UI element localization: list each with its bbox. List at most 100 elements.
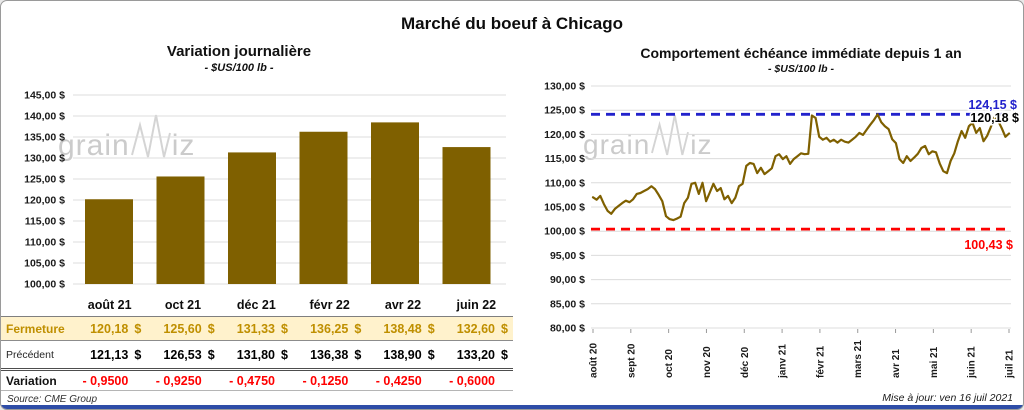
- table-col-header: juin 22: [456, 297, 497, 312]
- table-cell: - 0,1250: [293, 374, 366, 388]
- x-tick-label: mai 21: [929, 346, 940, 378]
- cell-unit: $: [501, 321, 508, 336]
- y-tick-label: 110,00 $: [545, 177, 585, 189]
- table-col-header: avr 22: [384, 297, 422, 312]
- table-cell: 125,60 $: [146, 322, 219, 336]
- bar-chart: 145,00 $ 140,00 $ 135,00 $ 130,00 $ 125,00 $…: [24, 90, 506, 291]
- table-cell: 136,38 $: [293, 348, 366, 362]
- cell-value: 126,53: [163, 347, 202, 362]
- last-value-label: 120,18 $: [970, 111, 1019, 125]
- row-label: Fermeture: [6, 321, 65, 336]
- bar: [85, 199, 133, 284]
- x-tick-label: mars 21: [853, 340, 864, 378]
- cell-value: 121,13: [90, 347, 129, 362]
- y-tick-label: 140,00 $: [24, 111, 65, 123]
- table-row: Variation - 0,9500 - 0,9250 - 0,4750 - 0,125…: [1, 368, 513, 391]
- table-cell: 121,13 $: [73, 348, 146, 362]
- cell-unit: $: [354, 321, 362, 336]
- line-chart-title: Comportement échéance immédiate depuis 1…: [640, 45, 962, 61]
- x-tick-label: juin 21: [967, 346, 978, 379]
- y-tick-label: 110,00 $: [25, 237, 65, 249]
- price-table: août 21 oct 21 déc 21 févr 22 avr 22 juin 22 F…: [1, 293, 513, 391]
- bar-chart-subtitle: - $US/100 lb -: [204, 62, 274, 74]
- table-row: Fermeture 120,18 $125,60 $131,33 $ 136,25 $138…: [1, 316, 513, 341]
- cell-unit: $: [134, 321, 142, 336]
- cell-unit: $: [281, 321, 288, 336]
- table-col-header: août 21: [87, 297, 132, 312]
- cell-unit: $: [501, 347, 508, 362]
- cell-value: 120,18: [90, 321, 129, 336]
- cell-value: 133,20: [456, 347, 495, 362]
- y-tick-label: 145,00 $: [24, 90, 65, 102]
- x-tick-label: avr 21: [891, 349, 902, 378]
- table-cell: 136,25 $: [293, 322, 366, 336]
- low-value-label: 100,43 $: [964, 238, 1013, 252]
- y-tick-label: 85,00 $: [550, 298, 585, 310]
- cell-value: 136,25: [310, 321, 349, 336]
- cell-value: - 0,9500: [82, 373, 129, 388]
- bar: [228, 152, 276, 284]
- y-tick-label: 120,00 $: [544, 129, 585, 141]
- bar: [156, 176, 205, 284]
- cell-value: 138,48: [383, 321, 422, 336]
- table-cell: 133,20 $: [440, 348, 513, 362]
- table-col-header: févr 22: [309, 297, 350, 312]
- cell-value: - 0,1250: [302, 373, 349, 388]
- x-tick-label: nov 20: [702, 346, 713, 378]
- table-col-header: déc 21: [236, 297, 276, 312]
- y-tick-label: 100,00 $: [24, 279, 65, 291]
- table-cell: - 0,6000: [440, 374, 513, 388]
- y-tick-label: 130,00 $: [24, 153, 65, 165]
- line-chart: 130,00 $ 125,00 $ 120,00 $ 115,00 $ 110,00 $…: [544, 81, 1020, 380]
- cell-value: - 0,4250: [375, 373, 422, 388]
- cell-value: 136,38: [310, 347, 349, 362]
- table-col-header: oct 21: [164, 297, 202, 312]
- cell-value: - 0,6000: [449, 373, 495, 388]
- cell-unit: $: [354, 347, 362, 362]
- y-tick-label: 90,00 $: [550, 274, 585, 286]
- y-tick-label: 115,00 $: [545, 153, 585, 165]
- cell-unit: $: [134, 347, 142, 362]
- row-label: Précédent: [6, 348, 54, 361]
- cell-value: - 0,4750: [229, 373, 275, 388]
- table-row: Précédent 121,13 $126,53 $131,80 $ 136,38 $138…: [1, 341, 513, 368]
- table-cell: 138,90 $: [366, 348, 439, 362]
- x-tick-label: févr 21: [815, 345, 826, 378]
- update-note: Mise à jour: ven 16 juil 2021: [882, 392, 1013, 404]
- y-tick-label: 115,00 $: [25, 216, 65, 228]
- table-header-row: août 21 oct 21 déc 21 févr 22 avr 22 juin 22: [1, 293, 513, 316]
- cell-unit: $: [427, 347, 435, 362]
- table-cell: 131,80 $: [220, 348, 293, 362]
- table-cell: 120,18 $: [73, 322, 146, 336]
- table-cell: 132,60 $: [440, 322, 513, 336]
- x-tick-label: sept 20: [626, 343, 637, 378]
- cell-value: 138,90: [383, 347, 422, 362]
- y-tick-label: 100,00 $: [544, 226, 585, 238]
- cell-unit: $: [207, 347, 215, 362]
- bar: [299, 131, 348, 284]
- cell-value: - 0,9250: [155, 373, 202, 388]
- cell-unit: $: [207, 321, 215, 336]
- x-tick-label: juil 21: [1005, 349, 1016, 379]
- y-tick-label: 125,00 $: [544, 105, 585, 117]
- source-note: Source: CME Group: [7, 394, 98, 405]
- high-value-label: 124,15 $: [968, 98, 1017, 112]
- page-title: Marché du boeuf à Chicago: [401, 14, 623, 33]
- cell-value: 125,60: [163, 321, 202, 336]
- table-cell: 126,53 $: [146, 348, 219, 362]
- table-cell: 131,33 $: [220, 322, 293, 336]
- bar: [442, 147, 491, 284]
- table-cell: - 0,4750: [220, 374, 293, 388]
- cell-unit: $: [427, 321, 435, 336]
- y-tick-label: 120,00 $: [24, 195, 65, 207]
- table-cell: 138,48 $: [366, 322, 439, 336]
- table-cell: - 0,9500: [73, 374, 146, 388]
- x-tick-label: août 20: [589, 343, 600, 378]
- bar: [371, 122, 419, 284]
- table-cell: - 0,4250: [366, 374, 439, 388]
- bottom-accent-bar: [1, 405, 1023, 409]
- x-tick-label: janv 21: [778, 344, 789, 379]
- y-tick-label: 125,00 $: [24, 174, 65, 186]
- y-tick-label: 135,00 $: [24, 132, 65, 144]
